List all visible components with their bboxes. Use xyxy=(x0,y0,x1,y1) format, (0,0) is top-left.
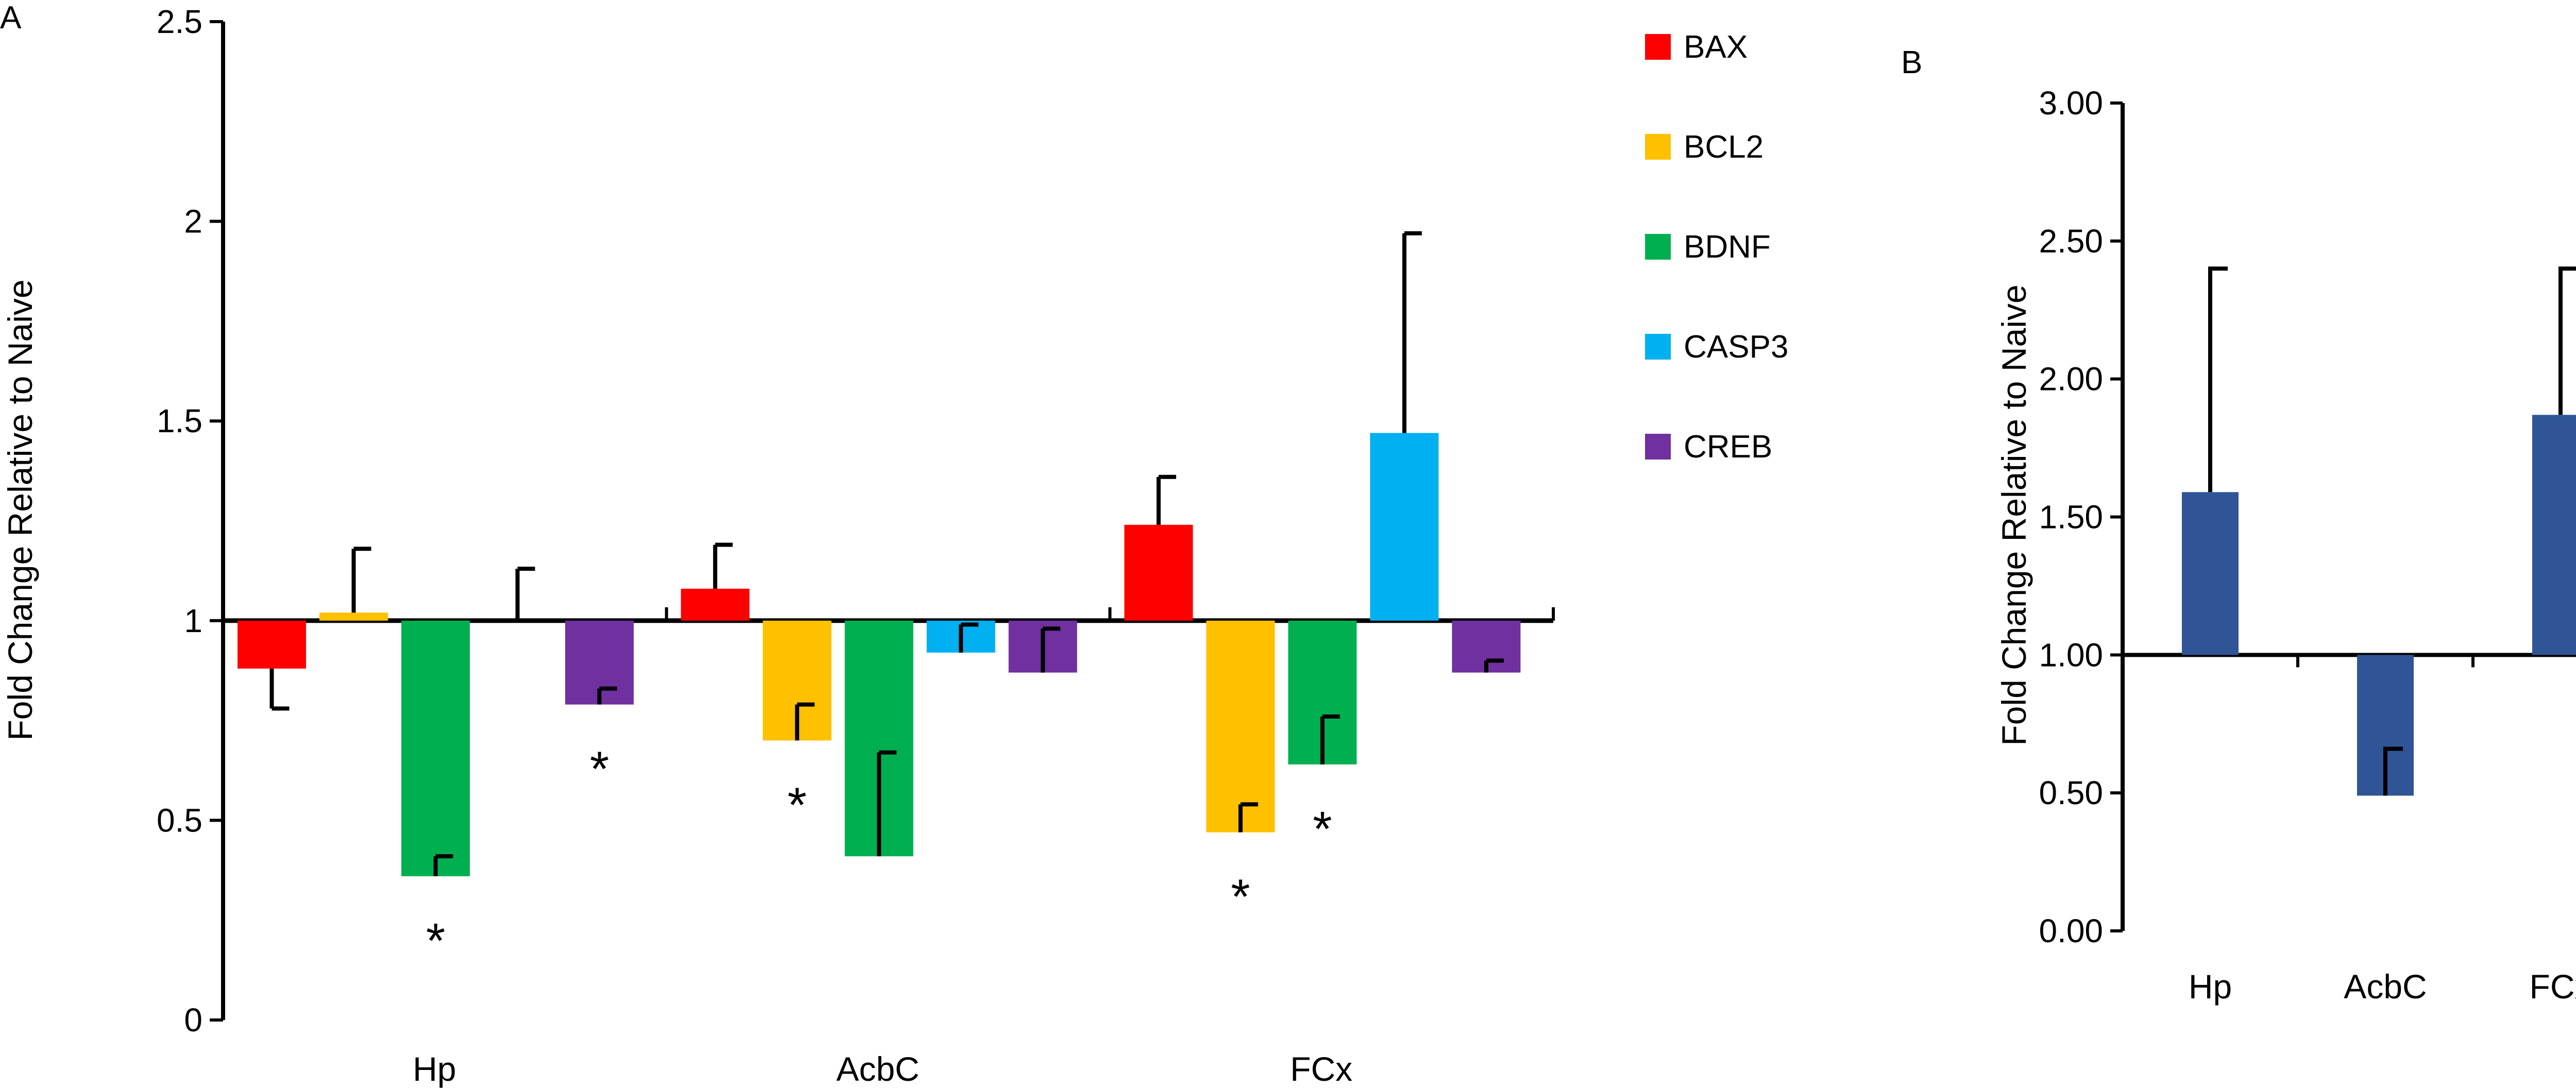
significance-marker: * xyxy=(1313,802,1332,857)
legend-label-bax: BAX xyxy=(1684,29,1748,65)
legend-item-creb: CREB xyxy=(1645,429,1772,465)
error-bar-casp3-hp xyxy=(515,567,535,621)
legend-item-bcl2: BCL2 xyxy=(1645,129,1764,165)
error-bar-bcl2-hp xyxy=(351,547,371,613)
legend-label-bdnf: BDNF xyxy=(1684,229,1771,265)
panel-b-error-bars xyxy=(2208,266,2576,796)
legend-swatch-bax xyxy=(1645,34,1671,60)
bar-bcl2-fcx xyxy=(1206,620,1275,832)
error-bar-bcl2-fcx xyxy=(1238,802,1258,832)
panel-b-y-tick-label: 1.50 xyxy=(2039,499,2103,536)
panel-a-y-tick-label: 0 xyxy=(184,1001,202,1039)
legend-swatch-bcl2 xyxy=(1645,134,1671,160)
panel-a-y-axis-label: Fold Change Relative to Naive xyxy=(1,279,39,740)
legend-item-bdnf: BDNF xyxy=(1645,229,1771,265)
error-bar-bax-hp xyxy=(269,668,290,711)
panel-a-y-tick-label: 2 xyxy=(184,203,202,240)
panel-b-y-tick-label: 0.00 xyxy=(2039,912,2103,949)
error-bar-creb-fcx xyxy=(1484,658,1504,673)
error-bar-bax-acbc xyxy=(713,542,733,589)
legend-swatch-bdnf xyxy=(1645,234,1671,260)
panel-a-y-tick-label: 2.5 xyxy=(157,3,202,40)
panel-b-chart: B Fold Change Relative to Naive 0.00 0.50… xyxy=(1901,45,2576,1006)
panel-a-category-label: Hp xyxy=(413,1050,456,1088)
significance-marker: * xyxy=(787,777,806,832)
error-bar-casp3-fcx xyxy=(1402,231,1422,433)
error-bar-bax-fcx xyxy=(1156,474,1176,525)
bar-fcx xyxy=(2532,415,2576,655)
significance-marker: * xyxy=(426,913,445,968)
panel-a-category-label: FCx xyxy=(1290,1050,1352,1088)
significance-marker: * xyxy=(590,742,609,797)
panel-b-category-label: FCx xyxy=(2530,967,2576,1006)
panel-a-legend: BAX BCL2 BDNF CASP3 CREB xyxy=(1645,29,1788,465)
error-bar-bdnf-acbc xyxy=(877,750,897,857)
panel-a-letter: A xyxy=(0,0,22,36)
error-bar-fcx xyxy=(2558,266,2576,415)
panel-b-y-axis-label: Fold Change Relative to Naive xyxy=(1995,284,2033,745)
panel-a-y-tick-label: 0.5 xyxy=(157,802,202,839)
panel-b-y-tick-label: 1.00 xyxy=(2039,636,2103,673)
panel-b-y-tick-label: 2.00 xyxy=(2039,361,2103,398)
significance-marker: * xyxy=(1231,870,1250,925)
bar-casp3-fcx xyxy=(1370,433,1439,621)
legend-item-casp3: CASP3 xyxy=(1645,329,1788,365)
legend-label-casp3: CASP3 xyxy=(1684,329,1788,365)
error-bar-creb-hp xyxy=(597,686,617,705)
bar-bax-hp xyxy=(238,620,306,669)
panel-b-letter: B xyxy=(1901,45,1922,80)
panel-a-y-tick-label: 1.5 xyxy=(157,402,202,439)
error-bar-casp3-acbc xyxy=(959,622,979,653)
bar-bcl2-hp xyxy=(319,613,388,621)
panel-b-axes: 0.00 0.50 1.00 1.50 2.00 2.50 3.00 Hp AcbC FCx xyxy=(2039,84,2576,1006)
bar-bax-fcx xyxy=(1124,524,1193,621)
panel-b-y-tick-label: 3.00 xyxy=(2039,84,2103,122)
panel-b-category-label: AcbC xyxy=(2344,967,2427,1006)
legend-label-creb: CREB xyxy=(1684,429,1772,465)
bar-hp xyxy=(2182,492,2239,655)
panel-b-category-label: Hp xyxy=(2189,967,2232,1006)
error-bar-hp xyxy=(2208,266,2228,492)
error-bar-bdnf-hp xyxy=(433,854,453,876)
bar-bax-acbc xyxy=(681,588,750,621)
panel-a-category-label: AcbC xyxy=(836,1050,919,1088)
error-bar-bcl2-acbc xyxy=(795,702,815,741)
panel-a-y-tick-label: 1 xyxy=(184,602,202,639)
error-bar-acbc xyxy=(2383,746,2403,796)
panel-b-y-tick-label: 0.50 xyxy=(2039,774,2103,811)
panel-b-bars xyxy=(2182,415,2576,796)
panel-a-error-bars xyxy=(269,231,1504,876)
panel-a-chart: A Fold Change Relative to Naive 0 0.5 1 1.5… xyxy=(0,0,1788,1088)
error-bar-bdnf-fcx xyxy=(1320,714,1340,764)
panel-a-significance-markers: * * * * * xyxy=(426,742,1332,968)
error-bar-creb-acbc xyxy=(1041,626,1061,673)
bar-bdnf-hp xyxy=(401,620,470,876)
panel-b-y-tick-label: 2.50 xyxy=(2039,223,2103,260)
panel-a-axes: 0 0.5 1 1.5 2 2.5 Hp AcbC FCx xyxy=(157,3,1555,1088)
legend-label-bcl2: BCL2 xyxy=(1684,129,1764,165)
legend-swatch-creb xyxy=(1645,434,1671,460)
legend-item-bax: BAX xyxy=(1645,29,1748,65)
legend-swatch-casp3 xyxy=(1645,334,1671,360)
